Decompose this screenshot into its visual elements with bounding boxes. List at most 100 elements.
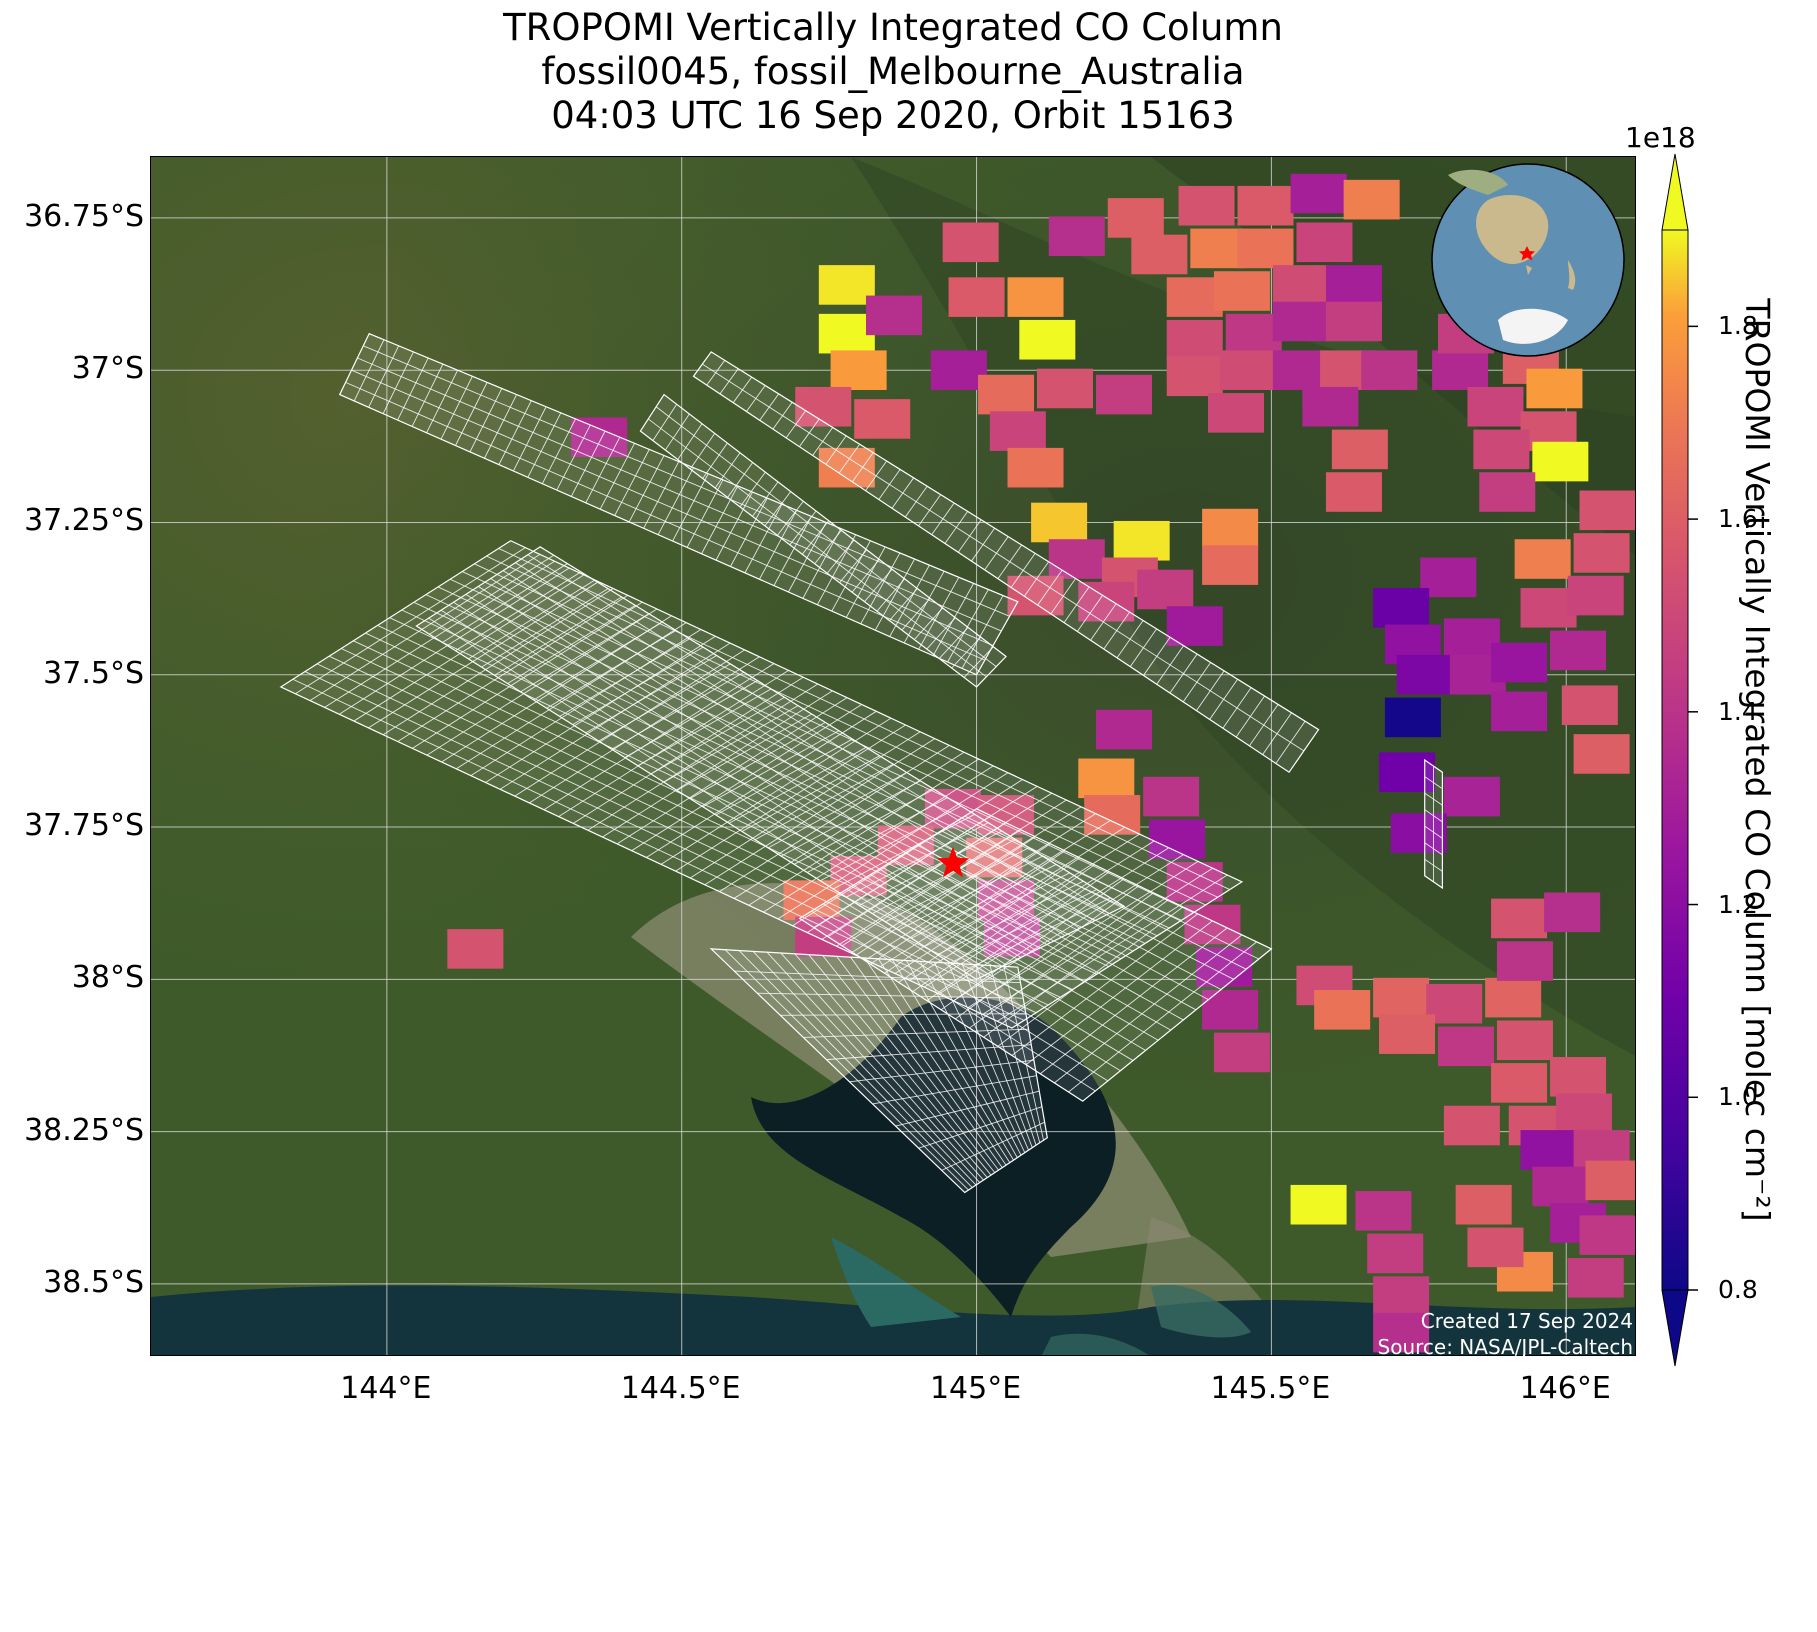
co-pixel: [1213, 1032, 1270, 1073]
lat-tick-label: 36.75°S: [24, 198, 144, 234]
sam-grid-line: [856, 836, 1036, 956]
sam-grid-line: [324, 560, 555, 708]
colorbar-extend-min: [1661, 1289, 1689, 1367]
sam-grid-line: [826, 539, 855, 574]
sam-grid-line: [913, 607, 944, 640]
sam-grid-line: [874, 558, 916, 631]
sam-grid-line: [792, 779, 1023, 927]
co-pixel: [1202, 545, 1259, 585]
sam-grid-line: [426, 369, 459, 433]
sam-grid-line: [811, 910, 1096, 1092]
sam-grid-line: [541, 418, 576, 484]
co-pixel: [1355, 1191, 1412, 1231]
co-pixel: [1190, 228, 1247, 269]
co-pixel: [989, 411, 1046, 451]
sam-grid-line: [884, 850, 1066, 974]
co-pixel: [818, 447, 875, 488]
sam-grid-line: [969, 892, 1154, 1029]
sam-grid-line: [752, 951, 977, 1186]
target-marker-layer: [936, 846, 970, 878]
co-pixel: [1237, 228, 1294, 269]
sam-grid-line: [498, 400, 532, 465]
sam-grid-line: [704, 738, 936, 886]
co-pixel: [1325, 472, 1382, 512]
sam-grid: [709, 948, 1048, 1194]
co-pixel: [1514, 539, 1571, 579]
sam-grid-line: [397, 357, 429, 421]
co-pixel: [1443, 776, 1500, 817]
sam-grid-line: [787, 522, 827, 593]
lat-tick-label: 37.25°S: [24, 503, 144, 539]
co-pixel: [1166, 606, 1223, 646]
co-pixel: [978, 374, 1035, 415]
co-pixel: [1031, 502, 1088, 543]
sam-grid-line: [851, 559, 880, 593]
sam-grid-line: [426, 608, 658, 756]
sam-grid-line: [727, 462, 754, 498]
sam-grid-line: [363, 345, 1010, 617]
sam-grid-line: [628, 455, 665, 523]
co-pixel: [1573, 533, 1630, 573]
sam-grid-line: [701, 485, 739, 554]
lat-tick-label: 38.5°S: [43, 1264, 144, 1300]
sam-grid: [692, 351, 1320, 774]
sam-grid-line: [715, 491, 753, 561]
co-pixel: [1550, 630, 1607, 671]
sam-grid-line: [527, 554, 1110, 914]
co-pixel: [1367, 1233, 1424, 1274]
sam-grid-line: [926, 871, 1110, 1002]
co-pixel: [1131, 234, 1188, 275]
sam-grid-line: [498, 548, 1230, 890]
colorbar-extend-max: [1661, 153, 1689, 231]
sam-grid-line: [675, 724, 906, 872]
sam-grid-line: [719, 745, 950, 892]
sam-grid-line: [702, 363, 1305, 752]
sam-grid-line: [397, 594, 628, 742]
co-pixel: [1113, 520, 1170, 561]
sam-grid-line: [909, 833, 1140, 981]
co-pixel: [1166, 356, 1223, 397]
sam-grid-line: [951, 636, 982, 669]
co-pixel: [1007, 447, 1064, 488]
co-pixel: [1455, 1184, 1512, 1225]
sam-grid-line: [490, 578, 1066, 936]
sam-grid-line: [543, 663, 775, 811]
co-pixel: [1208, 393, 1265, 433]
colorbar-tick-label: 1.2: [1718, 889, 1758, 919]
co-pixel: [1036, 368, 1094, 409]
sam-grid-line: [864, 957, 1007, 1166]
co-pixel: [1467, 386, 1524, 427]
sam-grid-line: [901, 597, 931, 631]
sam-grid-line: [834, 896, 1121, 1072]
lon-tick-label: 145.5°E: [1210, 1371, 1331, 1406]
lat-tick-label: 37.75°S: [24, 808, 144, 844]
antarctica-shape: [1498, 308, 1568, 344]
co-pixel: [1290, 173, 1347, 214]
co-pixel: [1561, 685, 1618, 726]
sam-grid-line: [876, 578, 906, 612]
co-pixel: [948, 277, 1005, 317]
sam-grid-line: [365, 632, 1097, 975]
colorbar: [1661, 153, 1698, 1367]
sam-grid-line: [748, 758, 979, 906]
co-pixel: [865, 295, 923, 336]
co-pixel: [1432, 350, 1489, 390]
sam-grid-line: [660, 717, 892, 865]
co-pixel: [1078, 758, 1135, 799]
lat-tick-label: 37°S: [71, 351, 144, 387]
co-pixel: [1390, 813, 1447, 853]
sam-grid-line: [989, 965, 1041, 1143]
co-pixel: [1579, 1215, 1635, 1255]
sam-grid-line: [947, 589, 989, 663]
sam-grid-line: [961, 595, 1004, 669]
sam-grid-line: [614, 449, 650, 516]
co-pixel: [1272, 301, 1329, 342]
sam-grid-line: [648, 418, 987, 678]
co-pixel: [830, 350, 887, 390]
sam-grid-line: [389, 617, 1122, 960]
co-pixel: [1290, 1184, 1347, 1225]
sam-grid-line: [486, 555, 1218, 898]
inset-marker-star-icon: [1519, 246, 1535, 261]
sam-grid-line: [631, 704, 862, 852]
co-pixel: [1225, 313, 1282, 354]
